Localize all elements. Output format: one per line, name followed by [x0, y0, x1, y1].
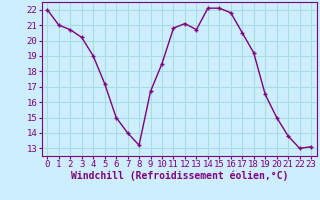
X-axis label: Windchill (Refroidissement éolien,°C): Windchill (Refroidissement éolien,°C): [70, 171, 288, 181]
